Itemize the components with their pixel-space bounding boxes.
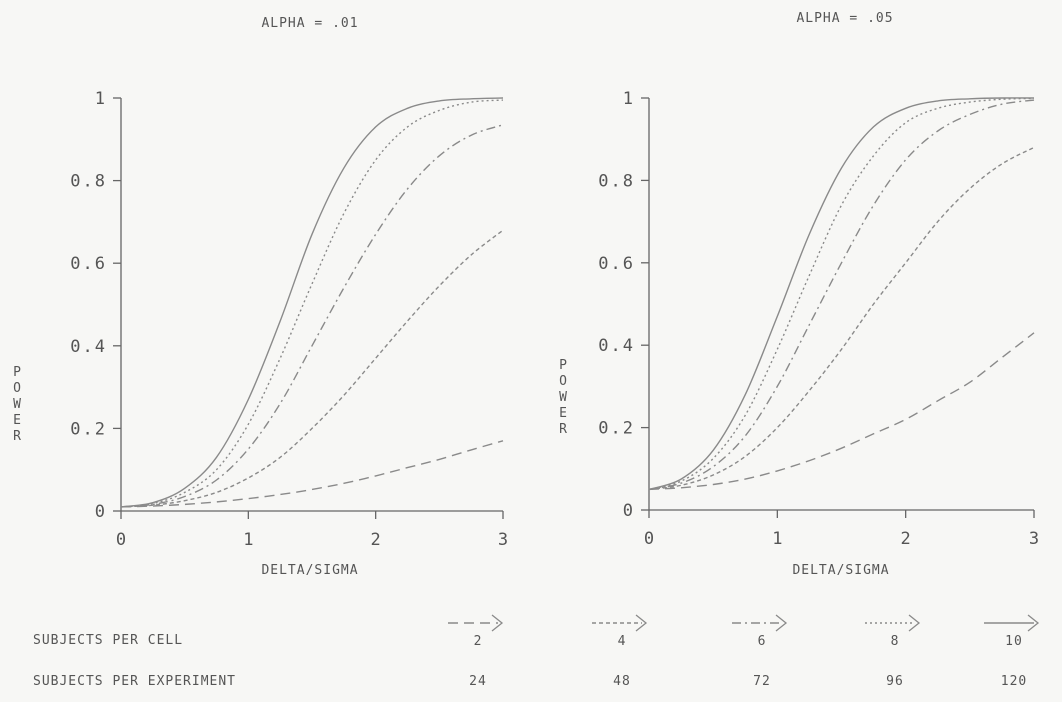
x-axis-label: DELTA/SIGMA (261, 563, 358, 578)
panel-alpha-05: ALPHA = .05 POWER DELTA/SIGMA 0 0.2 0.4 0.6… (556, 11, 1040, 578)
panel-alpha-01: ALPHA = .01 POWER DELTA/SIGMA 0 0.2 0.4 0.6… (10, 16, 509, 578)
legend-per-experiment-value: 120 (1001, 674, 1027, 689)
legend-per-cell-value: 6 (758, 634, 767, 649)
series-line-10-per-cell (648, 97, 1035, 491)
legend-arrow-marker (1027, 614, 1040, 632)
y-tick-label: 0.4 (598, 336, 635, 356)
legend-arrow-marker (491, 614, 504, 632)
legend-per-cell-value: 4 (618, 634, 627, 649)
legend-arrow-marker (908, 614, 921, 632)
y-tick-label: 0 (623, 501, 635, 521)
x-tick-label: 1 (772, 529, 782, 549)
y-tick-label: 1 (95, 89, 107, 109)
legend-per-experiment-value: 72 (753, 674, 771, 689)
legend-per-cell-label: SUBJECTS PER CELL (33, 633, 183, 648)
series-line-4-per-cell (120, 229, 504, 508)
y-tick-label: 0.8 (70, 172, 107, 192)
y-tick-label: 0.8 (598, 171, 635, 191)
y-tick-label: 1 (623, 89, 635, 109)
legend-per-experiment-value: 48 (613, 674, 631, 689)
series-line-8-per-cell (120, 99, 504, 508)
legend-per-experiment-value: 96 (886, 674, 904, 689)
legend-per-cell-value: 8 (891, 634, 900, 649)
series-line-2-per-cell (648, 332, 1035, 491)
series-line-10-per-cell (120, 97, 504, 508)
series-line-6-per-cell (120, 124, 504, 508)
series-line-4-per-cell (648, 146, 1035, 491)
panel-title: ALPHA = .05 (796, 11, 893, 26)
legend-per-cell-value: 2 (474, 634, 483, 649)
panel-title: ALPHA = .01 (261, 16, 358, 31)
x-tick-label: 1 (243, 530, 253, 550)
y-tick-label: 0.4 (70, 337, 107, 357)
x-tick-label: 3 (498, 530, 508, 550)
x-tick-label: 3 (1029, 529, 1039, 549)
y-axis-label: POWER (10, 365, 25, 445)
y-axis-label: POWER (556, 358, 571, 438)
series-line-2-per-cell (120, 440, 504, 508)
y-tick-label: 0.6 (70, 254, 107, 274)
series-line-8-per-cell (648, 97, 1035, 491)
y-tick-label: 0 (95, 502, 107, 522)
x-tick-label: 2 (901, 529, 911, 549)
legend-per-cell-value: 10 (1005, 634, 1023, 649)
x-tick-label: 0 (116, 530, 126, 550)
legend-per-experiment-value: 24 (469, 674, 487, 689)
legend-arrow-marker (775, 614, 788, 632)
legend-per-experiment-label: SUBJECTS PER EXPERIMENT (33, 674, 236, 689)
x-tick-label: 2 (371, 530, 381, 550)
y-tick-label: 0.6 (598, 254, 635, 274)
x-axis-label: DELTA/SIGMA (792, 563, 889, 578)
legend: SUBJECTS PER CELL SUBJECTS PER EXPERIMEN… (33, 614, 1040, 689)
legend-arrow-marker (635, 614, 648, 632)
x-tick-label: 0 (644, 529, 654, 549)
series-line-6-per-cell (648, 99, 1035, 491)
y-tick-label: 0.2 (70, 419, 107, 439)
y-tick-label: 0.2 (598, 419, 635, 439)
